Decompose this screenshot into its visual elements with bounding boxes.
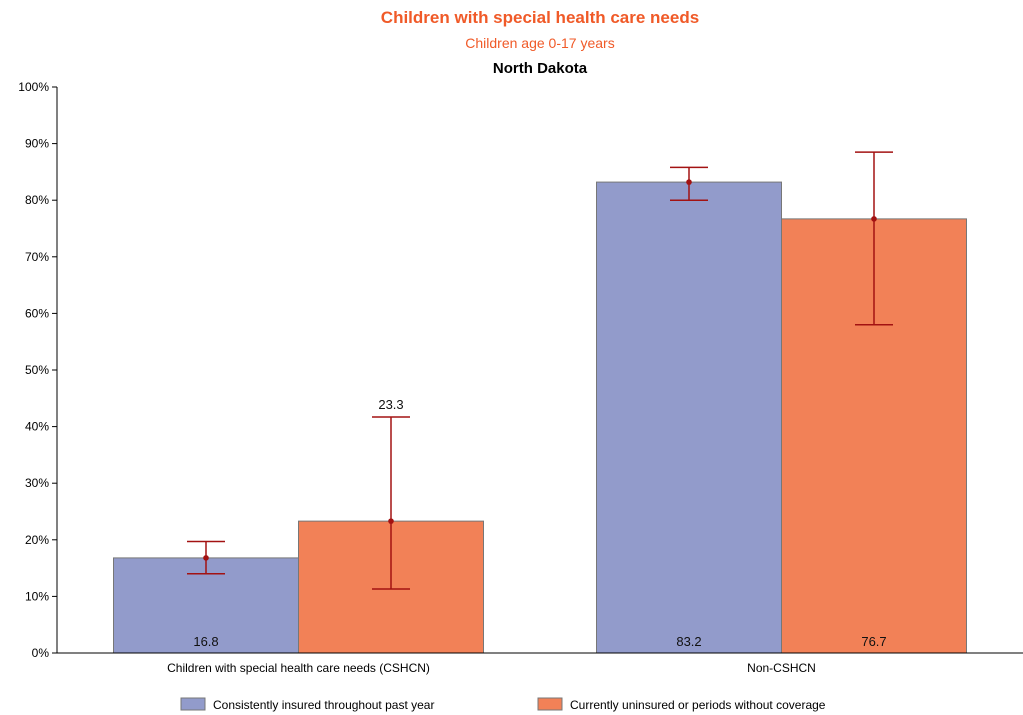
data-label: 23.3 (378, 397, 403, 412)
chart-region: North Dakota (493, 60, 588, 77)
legend: Consistently insured throughout past yea… (180, 697, 826, 712)
y-tick-label: 10% (25, 589, 49, 603)
y-tick-label: 20% (25, 533, 49, 547)
y-tick-label: 40% (25, 420, 49, 434)
y-tick-label: 90% (25, 137, 49, 151)
data-label: 83.2 (676, 634, 701, 649)
y-tick-label: 50% (25, 363, 49, 377)
legend-label-uninsured: Currently uninsured or periods without c… (570, 698, 826, 712)
y-tick-label: 30% (25, 476, 49, 490)
chart-subtitle: Children age 0-17 years (465, 35, 614, 51)
legend-swatch-uninsured (537, 697, 563, 711)
bar (596, 181, 782, 654)
x-category-label: Non-CSHCN (747, 661, 816, 675)
data-label: 16.8 (193, 634, 218, 649)
error-bars-layer (187, 151, 893, 590)
error-bar-point (686, 179, 692, 185)
error-bar-point (203, 555, 209, 561)
y-tick-label: 80% (25, 193, 49, 207)
error-bar-point (871, 216, 877, 222)
error-bar-point (388, 518, 394, 524)
data-labels-layer: 16.8 23.3 83.2 76.7 (193, 397, 886, 649)
y-tick-label: 100% (18, 80, 49, 94)
x-axis: Children with special health care needs … (57, 652, 1023, 675)
y-tick-label: 60% (25, 306, 49, 320)
legend-label-insured: Consistently insured throughout past yea… (213, 698, 434, 712)
data-label: 76.7 (861, 634, 886, 649)
y-axis: 0% 10% 20% 30% 40% 50% 60% 70% 80% 90% 100% (18, 80, 58, 660)
y-tick-label: 0% (32, 646, 50, 660)
y-tick-label: 70% (25, 250, 49, 264)
legend-swatch-insured (180, 697, 206, 711)
x-category-label: Children with special health care needs … (167, 661, 430, 675)
chart-title: Children with special health care needs (381, 8, 699, 27)
bars-layer (113, 181, 967, 654)
